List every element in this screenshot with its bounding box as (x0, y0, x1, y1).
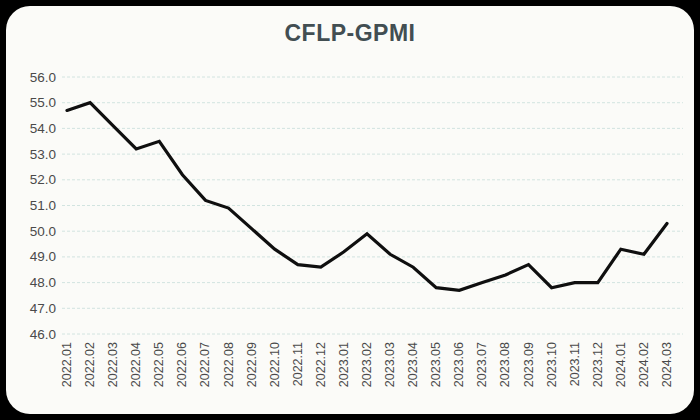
y-axis-tick-label: 49.0 (30, 249, 56, 264)
x-axis-tick-label: 2023.12 (591, 342, 605, 387)
series-line (67, 103, 667, 291)
y-axis-tick-label: 46.0 (30, 327, 56, 342)
x-axis-tick-label: 2023.04 (406, 342, 420, 387)
x-axis-tick-label: 2022.11 (291, 342, 305, 386)
x-axis-tick-label: 2023.06 (452, 342, 466, 387)
x-axis-tick-label: 2024.02 (637, 342, 651, 387)
x-axis-tick-label: 2024.01 (614, 342, 628, 387)
x-axis-tick-label: 2022.06 (175, 342, 189, 387)
x-axis-tick-label: 2023.02 (360, 342, 374, 387)
line-chart: 56.0 55.0 54.0 53.0 52.0 51.0 50.0 49.0 48.0 47.0… (0, 0, 700, 420)
y-axis-tick-label: 53.0 (30, 147, 56, 162)
x-axis-tick-label: 2022.07 (198, 342, 212, 387)
y-axis-tick-label: 50.0 (30, 224, 56, 239)
x-axis-tick-label: 2022.02 (83, 342, 97, 387)
y-axis-tick-label: 56.0 (30, 70, 56, 85)
x-axis-tick-label: 2022.12 (314, 342, 328, 387)
y-axis-tick-label: 55.0 (30, 95, 56, 110)
x-axis-tick-label: 2022.05 (152, 342, 166, 387)
x-axis-tick-label: 2022.10 (268, 342, 282, 387)
x-axis-tick-label: 2023.11 (568, 342, 582, 386)
y-axis-tick-label: 52.0 (30, 172, 56, 187)
x-axis-tick-label: 2023.05 (429, 342, 443, 387)
x-axis-tick-label: 2022.01 (60, 342, 74, 387)
y-axis-tick-label: 54.0 (30, 121, 56, 136)
y-axis-tick-label: 48.0 (30, 275, 56, 290)
x-axis-tick-label: 2022.04 (129, 342, 143, 387)
y-axis-tick-label: 47.0 (30, 301, 56, 316)
x-axis-tick-label: 2024.03 (660, 342, 674, 387)
x-axis-tick-label: 2022.03 (106, 342, 120, 387)
x-axis-tick-label: 2023.03 (383, 342, 397, 387)
x-axis-tick-label: 2022.09 (245, 342, 259, 387)
x-axis-tick-label: 2023.01 (337, 342, 351, 387)
x-axis-tick-label: 2022.08 (222, 342, 236, 387)
y-axis-tick-label: 51.0 (30, 198, 56, 213)
x-axis-tick-label: 2023.07 (475, 342, 489, 387)
x-axis-tick-label: 2023.09 (522, 342, 536, 387)
x-axis-tick-label: 2023.08 (498, 342, 512, 387)
x-axis-tick-label: 2023.10 (545, 342, 559, 387)
